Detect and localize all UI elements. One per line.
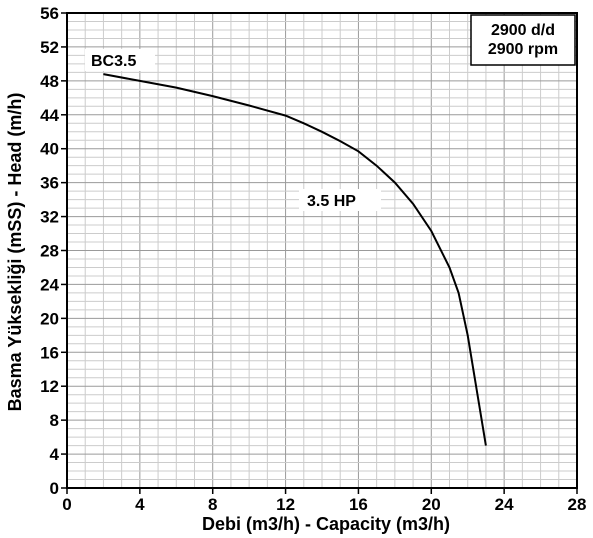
y-tick-label: 8 — [50, 411, 59, 430]
x-axis-title: Debi (m3/h) - Capacity (m3/h) — [202, 514, 450, 534]
x-tick-label: 8 — [208, 495, 217, 514]
y-tick-label: 48 — [40, 72, 59, 91]
x-tick-label: 20 — [422, 495, 441, 514]
series-label-background — [85, 49, 155, 71]
x-tick-label: 12 — [276, 495, 295, 514]
y-tick-label: 0 — [50, 479, 59, 498]
y-tick-label: 20 — [40, 309, 59, 328]
y-tick-label: 28 — [40, 242, 59, 261]
speed-label-line2: 2900 rpm — [488, 41, 558, 58]
y-axis-title: Basma Yüksekliği (mSS) - Head (m/h) — [5, 93, 25, 412]
x-tick-label: 0 — [62, 495, 71, 514]
y-tick-label: 36 — [40, 174, 59, 193]
y-tick-label: 32 — [40, 208, 59, 227]
x-axis-ticks: 0 4 8 12 16 20 24 28 — [62, 488, 586, 514]
y-tick-label: 44 — [40, 106, 59, 125]
series-line-bc3-5 — [103, 73, 487, 446]
y-tick-label: 24 — [40, 275, 59, 294]
speed-box — [470, 14, 576, 66]
x-tick-label: 28 — [568, 495, 587, 514]
y-tick-label: 40 — [40, 140, 59, 159]
speed-label-line1: 2900 d/d — [491, 22, 555, 39]
power-label-background — [299, 189, 381, 211]
y-tick-label: 12 — [40, 377, 59, 396]
y-tick-label: 16 — [40, 343, 59, 362]
x-tick-label: 4 — [135, 495, 145, 514]
series-label: BC3.5 — [91, 53, 136, 70]
y-tick-label: 56 — [40, 4, 59, 23]
x-tick-label: 16 — [349, 495, 368, 514]
y-tick-label: 52 — [40, 38, 59, 57]
grid-lines — [67, 13, 577, 488]
power-label: 3.5 HP — [307, 193, 356, 210]
y-tick-label: 4 — [50, 445, 60, 464]
x-tick-label: 24 — [495, 495, 514, 514]
